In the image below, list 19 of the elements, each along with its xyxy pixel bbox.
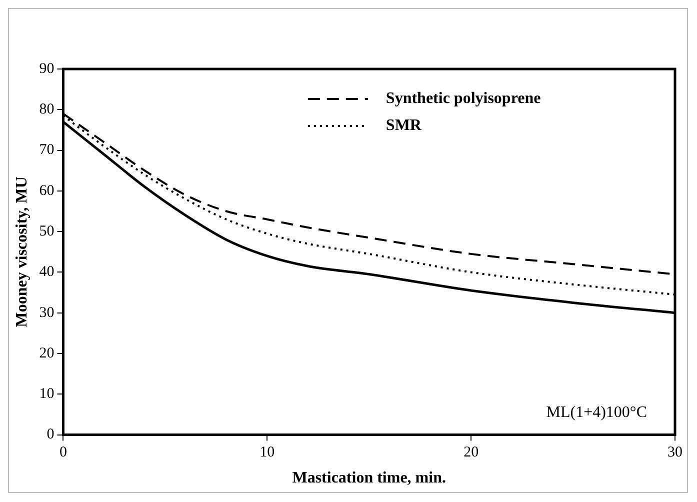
x-tick-label: 10 (260, 444, 275, 461)
y-tick-label: 30 (39, 304, 54, 321)
legend-label: Synthetic polyisoprene (386, 90, 541, 108)
y-tick-label: 10 (39, 386, 54, 402)
legend-label: SMR (386, 117, 422, 134)
y-tick-label: 20 (39, 345, 54, 362)
x-tick-label: 0 (59, 444, 67, 461)
y-tick-label: 50 (39, 224, 54, 240)
annotation: ML(1+4)100°C (546, 404, 647, 422)
y-tick-label: 80 (39, 102, 54, 118)
y-tick-label: 70 (39, 142, 54, 158)
y-tick-label: 60 (39, 182, 54, 199)
x-tick-label: 30 (668, 444, 682, 461)
y-tick-label: 90 (39, 60, 54, 77)
y-axis-title: Mooney viscosity, MU (14, 176, 31, 328)
x-axis-title: Mastication time, min. (292, 470, 446, 487)
x-tick-label: 20 (464, 444, 479, 461)
y-tick-label: 0 (46, 426, 54, 443)
y-tick-label: 40 (39, 264, 54, 280)
